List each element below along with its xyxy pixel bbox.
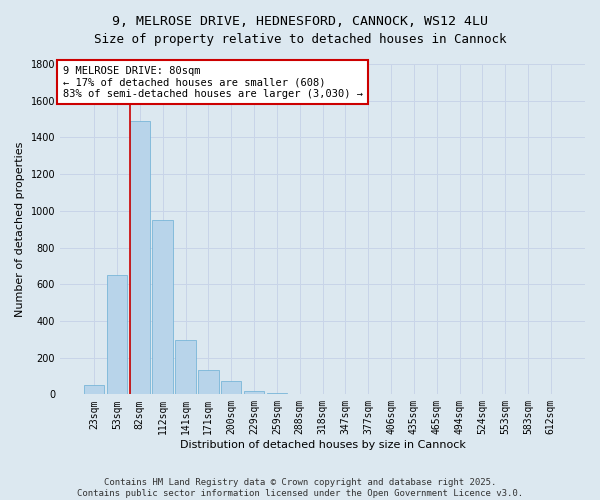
Bar <box>107 275 127 394</box>
Bar <box>221 382 241 394</box>
Text: 9 MELROSE DRIVE: 80sqm
← 17% of detached houses are smaller (608)
83% of semi-de: 9 MELROSE DRIVE: 80sqm ← 17% of detached… <box>62 66 362 99</box>
Bar <box>198 370 218 394</box>
Text: Size of property relative to detached houses in Cannock: Size of property relative to detached ho… <box>94 32 506 46</box>
Bar <box>244 390 264 394</box>
Bar <box>152 220 173 394</box>
Text: Contains HM Land Registry data © Crown copyright and database right 2025.
Contai: Contains HM Land Registry data © Crown c… <box>77 478 523 498</box>
Bar <box>175 340 196 394</box>
Y-axis label: Number of detached properties: Number of detached properties <box>15 142 25 317</box>
Bar <box>84 385 104 394</box>
Bar <box>130 121 150 394</box>
Text: 9, MELROSE DRIVE, HEDNESFORD, CANNOCK, WS12 4LU: 9, MELROSE DRIVE, HEDNESFORD, CANNOCK, W… <box>112 15 488 28</box>
X-axis label: Distribution of detached houses by size in Cannock: Distribution of detached houses by size … <box>179 440 466 450</box>
